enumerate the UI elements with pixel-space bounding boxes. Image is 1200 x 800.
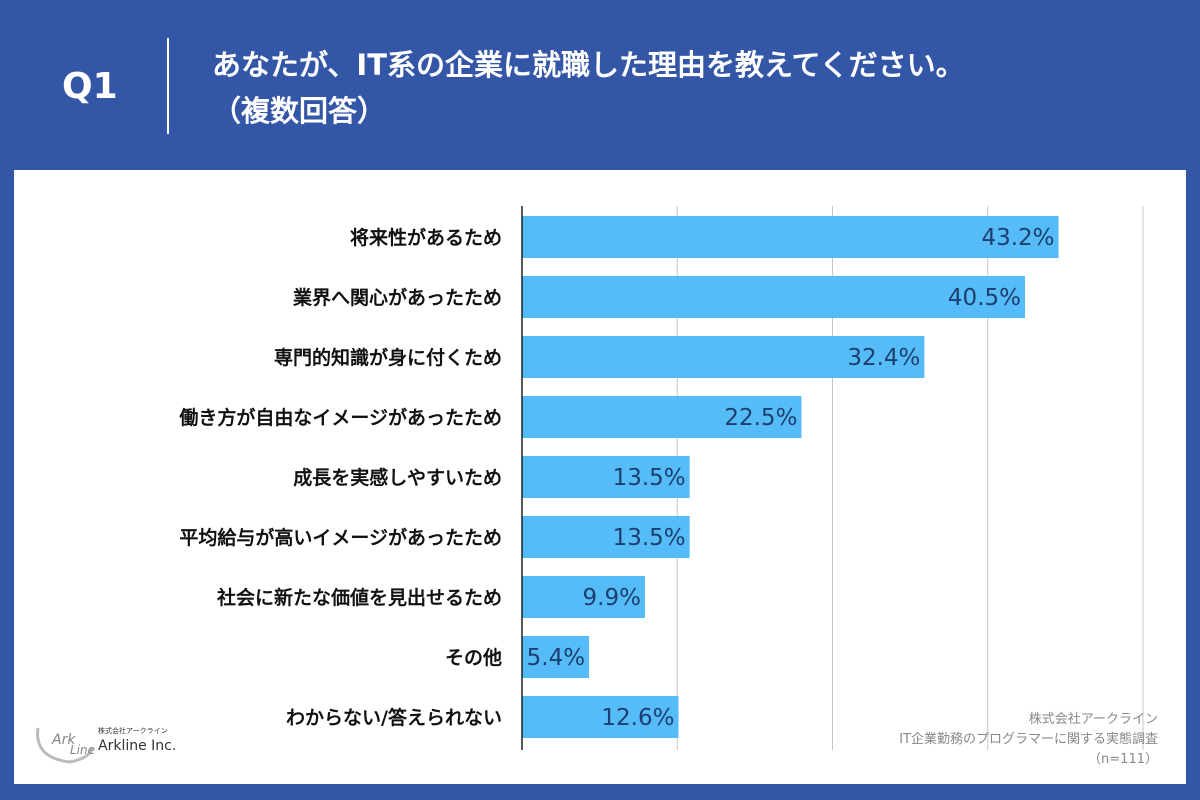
logo-jp: 株式会社アークライン [98,727,168,735]
bar [522,576,645,618]
title-line-1: あなたが、IT系の企業に就職した理由を教えてください。 [212,48,965,82]
company-logo: Ark Line 株式会社アークライン Arkline Inc. [30,718,190,768]
header-divider [167,38,169,134]
category-label: 平均給与が高いイメージがあったため [179,526,502,549]
bar [522,696,679,738]
value-label: 40.5% [948,285,1021,311]
value-label: 9.9% [583,585,641,611]
value-label: 32.4% [847,345,920,371]
category-label: 専門的知識が身に付くため [274,346,502,369]
source-n: （n=111） [1088,752,1158,767]
question-number: Q1 [62,66,118,107]
value-label: 43.2% [981,225,1054,251]
logo-en: Arkline Inc. [98,738,177,754]
page-title: あなたが、IT系の企業に就職した理由を教えてください。 （複数回答） [212,42,1172,134]
bar [522,636,590,678]
svg-text:Line: Line [70,743,95,757]
category-label: その他 [445,646,502,669]
value-label: 13.5% [613,465,686,491]
svg-text:Ark: Ark [51,732,76,748]
value-label: 12.6% [601,705,674,731]
category-label: わからない/答えられない [286,706,502,729]
source-note: 株式会社アークライン IT企業勤務のプログラマーに関する実態調査 （n=111） [899,710,1158,770]
value-label: 5.4% [527,645,585,671]
bar [522,516,690,558]
category-label: 業界へ関心があったため [292,286,502,309]
source-company: 株式会社アークライン [1028,712,1158,727]
category-label: 働き方が自由なイメージがあったため [178,406,502,429]
category-label: 将来性があるため [350,226,502,249]
source-survey: IT企業勤務のプログラマーに関する実態調査 [899,732,1158,747]
title-line-2: （複数回答） [212,94,387,128]
bar [522,396,802,438]
bar [522,216,1059,258]
value-label: 22.5% [724,405,797,431]
category-label: 社会に新たな価値を見出せるため [216,586,502,609]
bar [522,456,690,498]
bar [522,336,925,378]
category-label: 成長を実感しやすいため [293,466,502,489]
bar [522,276,1026,318]
value-label: 13.5% [613,525,686,551]
